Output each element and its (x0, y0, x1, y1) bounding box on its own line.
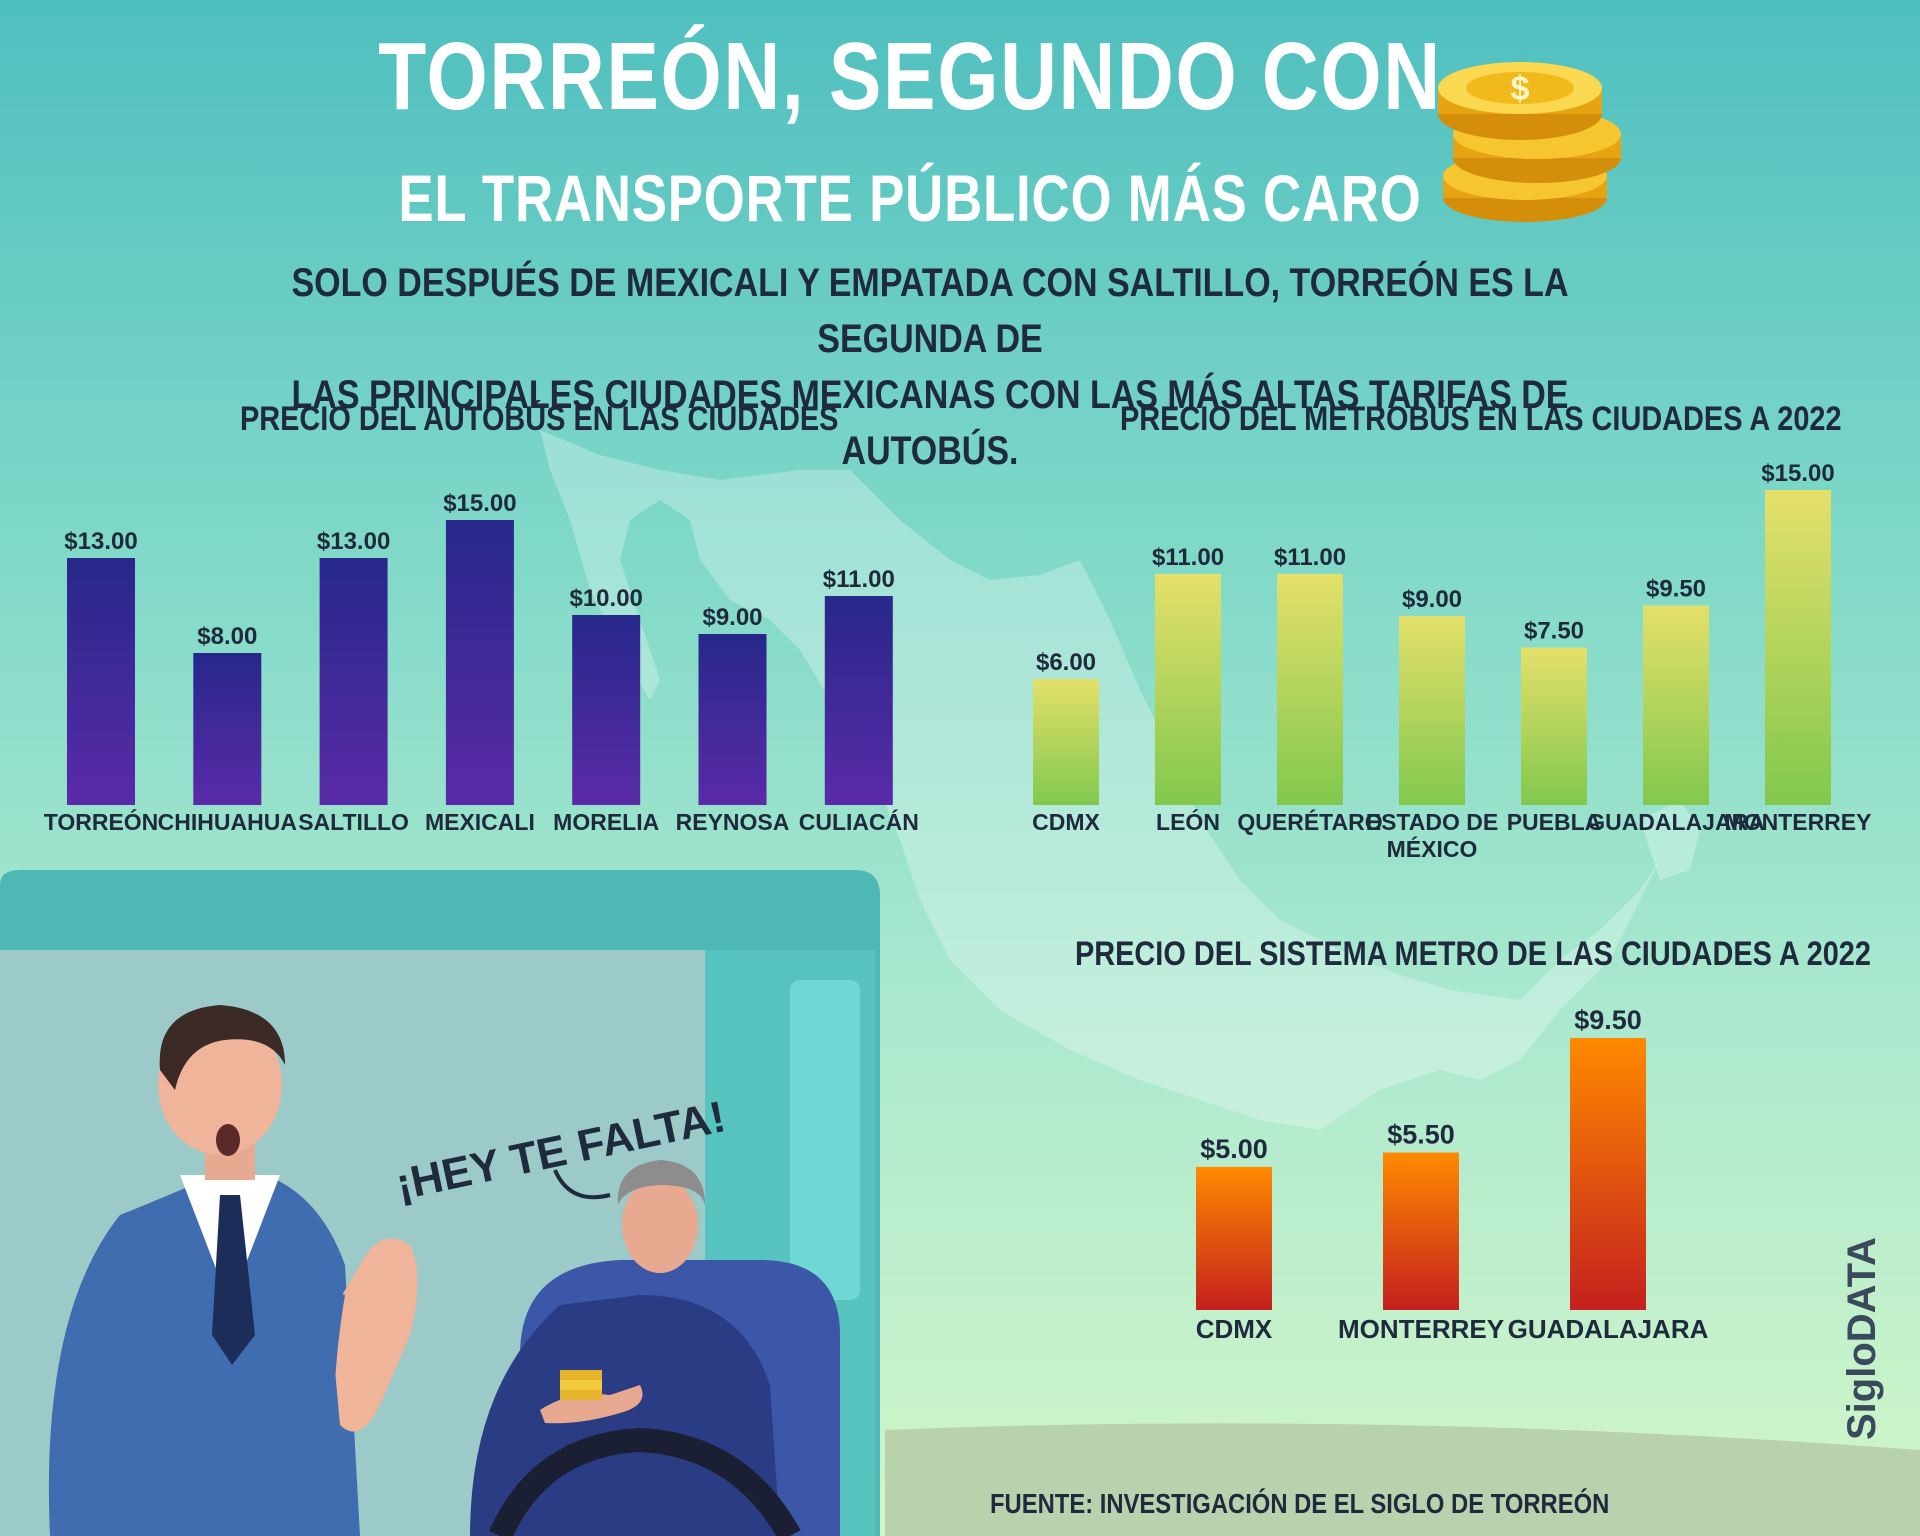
metrobus-category-label-1: LEÓN (1156, 808, 1220, 835)
metrobus-value-label-2: $11.00 (1274, 544, 1346, 571)
page-title: TORREÓN, SEGUNDO CON (378, 23, 1442, 130)
metrobus-chart-title: PRECIO DEL METROBÚS EN LAS CIUDADES A 20… (1120, 400, 1842, 438)
metrobus-category-label-4: PUEBLA (1507, 809, 1602, 835)
metrobus-value-label-0: $6.00 (1036, 649, 1096, 676)
metrobus-bar-3 (1399, 616, 1465, 805)
metrobus-value-label-5: $9.50 (1646, 576, 1706, 603)
gold-coins-icon: $ (1438, 62, 1621, 222)
bus-bar-3 (445, 520, 514, 805)
page-subtitle: EL TRANSPORTE PÚBLICO MÁS CARO (398, 161, 1422, 235)
metrobus-bar-4 (1521, 647, 1587, 805)
metrobus-value-label-6: $15.00 (1761, 460, 1834, 487)
metro-bar-0 (1196, 1166, 1272, 1310)
metro-bar-1 (1383, 1152, 1459, 1310)
metrobus-category-label-2: QUERÉTARO (1237, 808, 1382, 835)
metrobus-category-label-6: MONTERREY (1725, 809, 1872, 835)
bus-value-label-0: $13.00 (64, 528, 137, 555)
bus-chart-title: PRECIO DEL AUTOBÚS EN LAS CIUDADES (240, 400, 839, 438)
metrobus-category-label-0: CDMX (1032, 809, 1100, 835)
bus-bar-2 (319, 558, 388, 805)
bus-category-label-2: SALTILLO (298, 809, 409, 835)
bus-value-label-4: $10.00 (569, 585, 642, 612)
metro-category-label-1: MONTERREY (1338, 1314, 1504, 1344)
bus-category-label-5: REYNOSA (676, 809, 790, 835)
bus-bar-1 (193, 653, 262, 805)
metrobus-category-label-3: ESTADO DE MÉXICO (1366, 809, 1498, 862)
metrobus-value-label-1: $11.00 (1152, 544, 1224, 571)
bus-value-label-5: $9.00 (702, 604, 762, 631)
bus-category-label-0: TORREÓN (44, 808, 159, 835)
bus-category-label-3: MEXICALI (425, 809, 535, 835)
metrobus-category-label-5: GUADALAJARA (1587, 809, 1765, 835)
bus-category-label-6: CULIACÁN (799, 808, 919, 835)
metrobus-bar-0 (1033, 679, 1099, 805)
metrobus-bar-2 (1277, 574, 1343, 805)
bus-bar-5 (698, 634, 767, 805)
metrobus-value-label-4: $7.50 (1524, 618, 1584, 645)
bus-category-label-1: CHIHUAHUA (158, 809, 297, 835)
metro-chart-title: PRECIO DEL SISTEMA METRO DE LAS CIUDADES… (1075, 935, 1871, 973)
metro-category-label-0: CDMX (1196, 1314, 1273, 1344)
bus-bar-6 (824, 596, 893, 805)
metro-category-label-2: GUADALAJARA (1508, 1314, 1709, 1344)
bus-bar-4 (572, 615, 641, 805)
intro-text: SOLO DESPUÉS DE MEXICALI Y EMPATADA CON … (242, 255, 1619, 479)
metrobus-value-label-3: $9.00 (1402, 586, 1462, 613)
metrobus-bar-1 (1155, 574, 1221, 805)
intro-line-1: SOLO DESPUÉS DE MEXICALI Y EMPATADA CON … (291, 261, 1569, 361)
svg-text:$: $ (1511, 70, 1530, 108)
bus-scene-illustration: ¡HEY TE FALTA! (0, 870, 880, 1536)
bus-bar-0 (67, 558, 135, 805)
metro-value-label-1: $5.50 (1387, 1120, 1455, 1150)
bus-value-label-3: $15.00 (443, 490, 516, 517)
metro-bar-2 (1570, 1038, 1646, 1310)
metro-value-label-0: $5.00 (1200, 1134, 1268, 1164)
bus-value-label-1: $8.00 (197, 623, 257, 650)
bus-category-label-4: MORELIA (553, 809, 659, 835)
metrobus-bar-5 (1643, 605, 1709, 805)
bus-value-label-6: $11.00 (823, 566, 895, 593)
source-note: FUENTE: INVESTIGACIÓN DE EL SIGLO DE TOR… (990, 1488, 1610, 1519)
bus-value-label-2: $13.00 (317, 528, 390, 555)
intro-line-2: LAS PRINCIPALES CIUDADES MEXICANAS CON L… (291, 373, 1569, 473)
metrobus-bar-6 (1765, 490, 1831, 805)
brand-logo: SigloDATA (1840, 1237, 1884, 1440)
ground-decoration (885, 1423, 1920, 1536)
metro-value-label-2: $9.50 (1574, 1005, 1642, 1035)
